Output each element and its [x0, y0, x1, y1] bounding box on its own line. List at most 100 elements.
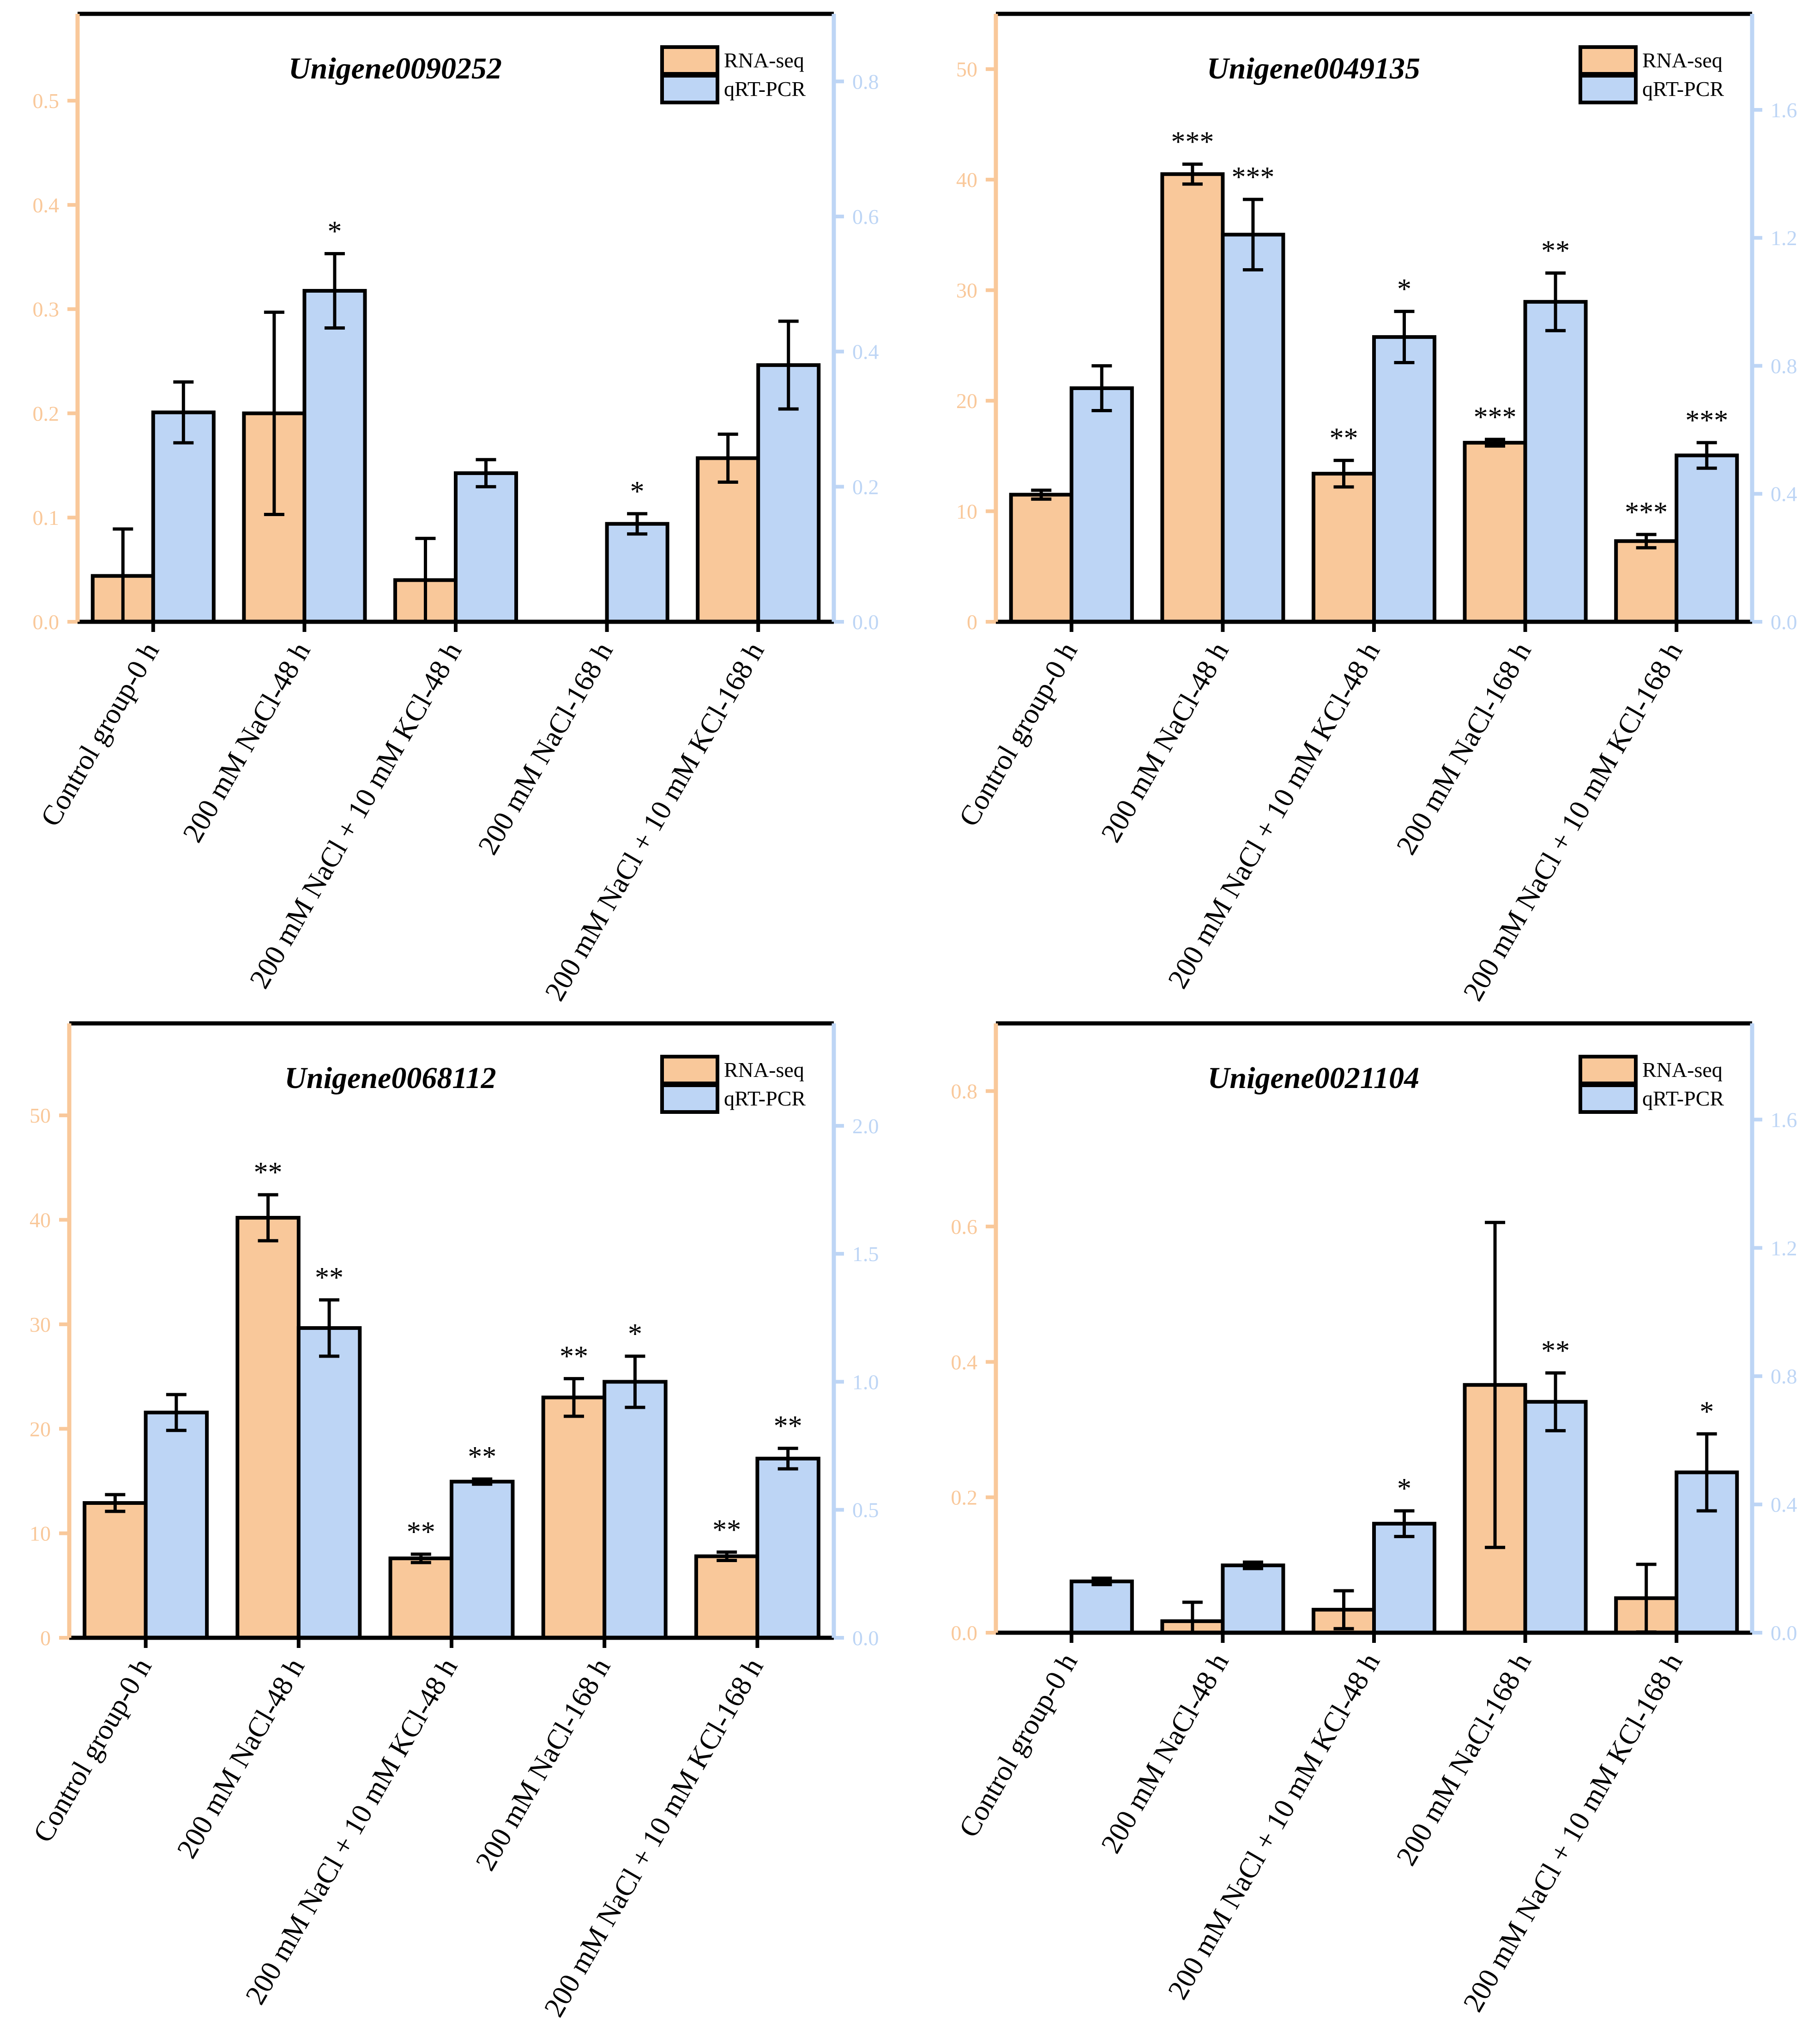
bar-qrt-pcr: [1221, 233, 1285, 624]
left-tick-label: 0: [40, 1626, 51, 1650]
right-tick-label: 1.6: [1771, 1108, 1797, 1131]
significance-mark: **: [560, 1341, 588, 1372]
bar-rna-seq: [1009, 493, 1073, 624]
bar-qrt-pcr: [1069, 1579, 1134, 1635]
left-tick-label: 20: [956, 389, 977, 413]
right-tick-label: 0.2: [852, 475, 879, 499]
error-bar: [173, 380, 194, 445]
error-bar: [717, 433, 738, 484]
legend-label-qrt-pcr: qRT-PCR: [1642, 77, 1724, 101]
right-tick-label: 1.6: [1771, 98, 1797, 122]
error-bar: [1394, 310, 1415, 365]
error-bar: [1696, 1432, 1717, 1513]
error-bar: [1696, 441, 1717, 470]
error-bar: [258, 1193, 278, 1243]
left-tick-label: 0.0: [951, 1621, 978, 1645]
chart-title: Unigene0090252: [289, 52, 502, 85]
error-bar: [777, 1447, 798, 1471]
error-bar: [1394, 1509, 1415, 1539]
bar-qrt-pcr: [296, 1326, 362, 1640]
significance-mark: *: [1397, 1473, 1411, 1504]
legend: RNA-seq qRT-PCR: [1579, 1055, 1724, 1114]
legend-swatch-rna-seq: [1579, 45, 1638, 76]
bar-rna-seq: [83, 1501, 148, 1640]
error-bar: [1545, 271, 1566, 332]
right-tick-label: 0.5: [852, 1498, 879, 1522]
significance-mark: ***: [1171, 126, 1214, 158]
bar-qrt-pcr: [1523, 1400, 1588, 1635]
bar-rna-seq: [694, 1554, 759, 1640]
significance-mark: *: [628, 1318, 642, 1350]
right-tick-label: 2.0: [852, 1114, 879, 1138]
bar-qrt-pcr: [1069, 386, 1134, 624]
chart-panel-4: ****0.00.20.40.60.80.00.40.81.21.6Contro…: [951, 1021, 1797, 2017]
significance-mark: **: [1329, 422, 1358, 454]
legend-swatch-rna-seq: [1579, 1055, 1638, 1085]
significance-mark: **: [468, 1441, 496, 1473]
bar-qrt-pcr: [1675, 453, 1739, 624]
significance-mark: *: [1699, 1396, 1714, 1427]
error-bar: [410, 1552, 431, 1564]
significance-mark: **: [254, 1157, 283, 1188]
legend-swatch-qrt-pcr: [1579, 1083, 1638, 1114]
bar-rna-seq: [1311, 472, 1376, 624]
x-category-label: 200 mM NaCl-168 h: [472, 637, 619, 860]
legend-label-rna-seq: RNA-seq: [724, 48, 804, 72]
significance-mark: *: [327, 216, 342, 247]
legend-label-rna-seq: RNA-seq: [1642, 1058, 1723, 1082]
error-bar: [1242, 1560, 1263, 1570]
right-tick-label: 0.8: [1771, 354, 1797, 378]
error-bar: [319, 1298, 340, 1358]
error-bar: [1485, 1220, 1506, 1549]
error-bar: [476, 458, 496, 488]
x-category-label: 200 mM NaCl-168 h: [1391, 637, 1537, 860]
bar-qrt-pcr: [603, 1380, 668, 1640]
error-bar: [625, 1354, 645, 1409]
error-bar: [1333, 458, 1354, 489]
x-category-label: 200 mM NaCl-48 h: [1095, 637, 1235, 848]
bar-qrt-pcr: [454, 471, 518, 624]
left-tick-label: 10: [30, 1522, 51, 1545]
right-tick-label: 1.2: [1771, 1236, 1797, 1260]
bar-rna-seq: [1160, 172, 1225, 624]
significance-mark: **: [1541, 235, 1570, 266]
left-tick-label: 40: [30, 1208, 51, 1232]
error-bar: [1091, 1576, 1112, 1587]
legend-label-rna-seq: RNA-seq: [724, 1058, 804, 1082]
bar-qrt-pcr: [1523, 300, 1588, 624]
bar-rna-seq: [388, 1556, 454, 1640]
error-bar: [627, 512, 648, 536]
bar-qrt-pcr: [1221, 1563, 1285, 1635]
significance-mark: **: [315, 1262, 344, 1293]
left-tick-label: 40: [956, 168, 977, 192]
left-tick-label: 0.0: [33, 610, 60, 634]
error-bar: [717, 1550, 737, 1562]
left-tick-label: 0.2: [951, 1486, 978, 1509]
significance-mark: **: [712, 1514, 741, 1545]
bar-qrt-pcr: [1372, 1521, 1437, 1635]
legend-swatch-qrt-pcr: [660, 74, 719, 104]
significance-mark: ***: [1625, 497, 1668, 528]
error-bar: [1242, 198, 1263, 272]
left-tick-label: 10: [956, 500, 977, 523]
chart-panel-2: ********************010203040500.00.40.8…: [953, 12, 1797, 1006]
error-bar: [1333, 1589, 1354, 1630]
bar-qrt-pcr: [302, 289, 367, 624]
error-bar: [1182, 162, 1203, 186]
left-tick-label: 0.2: [33, 402, 60, 425]
bar-rna-seq: [1463, 441, 1527, 624]
legend: RNA-seq qRT-PCR: [1579, 45, 1724, 104]
left-tick-label: 30: [956, 279, 977, 302]
bar-qrt-pcr: [605, 522, 669, 624]
bar-rna-seq: [1614, 539, 1679, 624]
left-tick-label: 20: [30, 1417, 51, 1441]
error-bar: [1636, 533, 1657, 550]
error-bar: [324, 252, 345, 330]
right-tick-label: 0.4: [852, 340, 879, 364]
x-category-label: Control group-0 h: [953, 637, 1084, 832]
left-tick-label: 0.3: [33, 298, 60, 321]
right-tick-label: 0.8: [1771, 1365, 1797, 1388]
right-tick-label: 0.6: [852, 205, 879, 228]
left-tick-label: 0.8: [951, 1080, 978, 1103]
left-tick-label: 0.5: [33, 89, 60, 113]
